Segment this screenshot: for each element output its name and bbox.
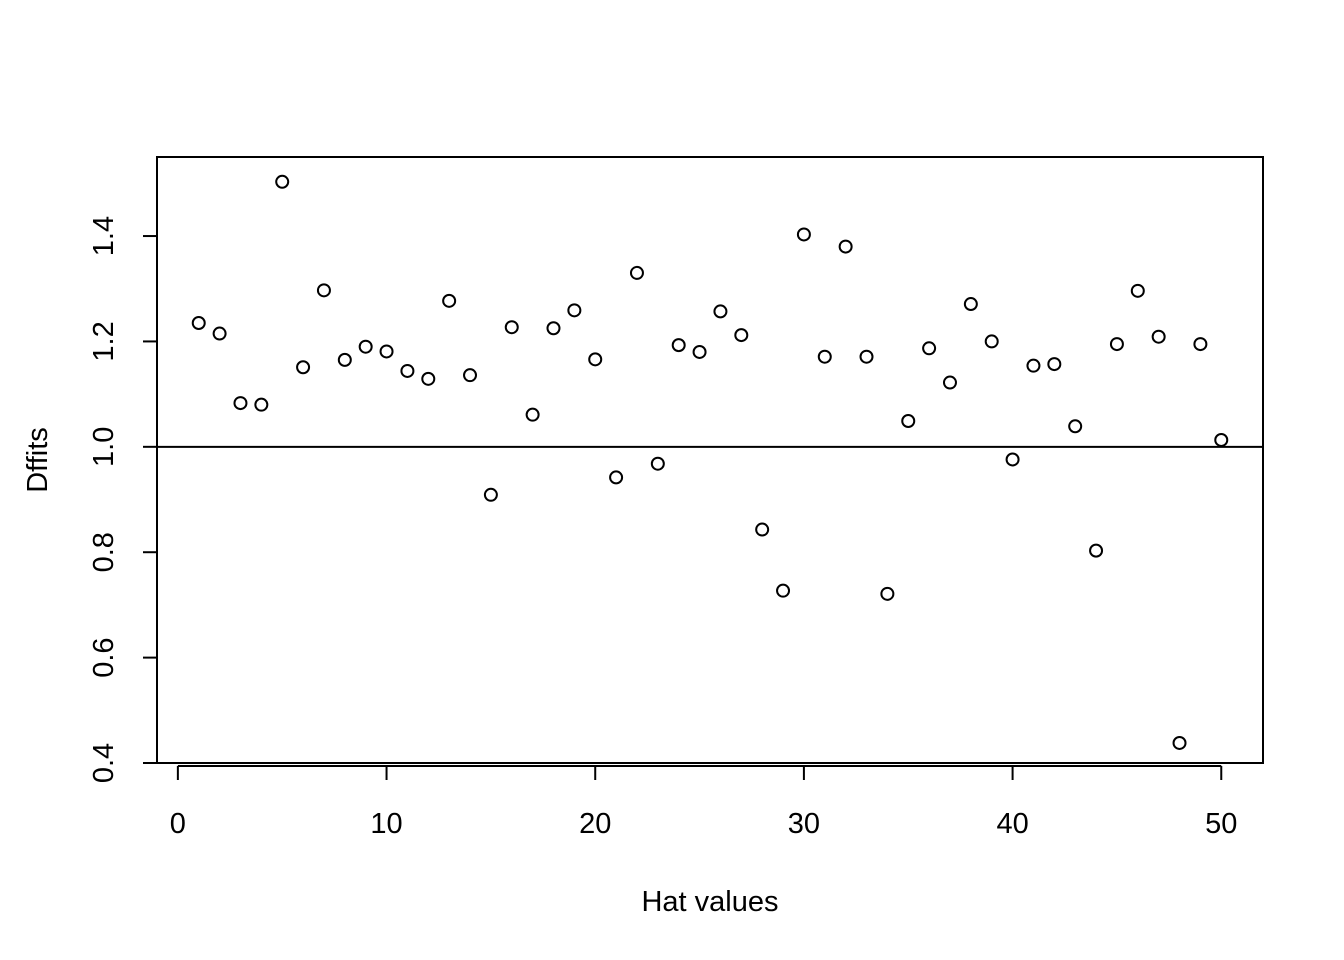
data-point [1151,329,1166,344]
x-axis: 0 10 20 30 40 50 [170,765,1237,840]
data-point [442,293,457,308]
data-point [275,174,290,189]
data-point [1047,357,1062,372]
data-point [337,352,352,367]
data-point [254,397,269,412]
data-point [922,341,937,356]
data-point [963,297,978,312]
data-point [671,338,686,353]
data-point [609,470,624,485]
data-point [1214,432,1229,447]
plot-frame [156,156,1264,764]
data-point [567,303,582,318]
y-tick-label: 1.2 [88,321,120,361]
data-point [1193,337,1208,352]
x-tick-label: 10 [370,808,402,840]
data-point [546,321,561,336]
data-point [796,227,811,242]
data-point [755,522,770,537]
data-point [525,407,540,422]
x-tick-label: 0 [170,808,186,840]
data-point [421,371,436,386]
data-point [880,586,895,601]
y-tick-label: 0.6 [88,637,120,677]
data-point [233,396,248,411]
data-point [588,352,603,367]
data-point [1068,419,1083,434]
data-point [316,283,331,298]
y-tick-label: 0.4 [88,743,120,783]
data-point [629,265,644,280]
x-tick-label: 30 [788,808,820,840]
data-point [358,339,373,354]
data-point [942,375,957,390]
x-axis-title: Hat values [641,886,778,918]
data-point [1130,283,1145,298]
data-point [212,326,227,341]
y-axis-title: Dffits [22,427,54,493]
y-tick-label: 1.0 [88,427,120,467]
data-point [483,487,498,502]
data-point [734,328,749,343]
data-point [1005,452,1020,467]
data-point [504,320,519,335]
data-points [191,174,1229,750]
data-point [296,360,311,375]
y-tick-label: 0.8 [88,532,120,572]
data-point [1109,337,1124,352]
data-point [901,414,916,429]
data-point [1026,358,1041,373]
data-point [1172,735,1187,750]
y-axis: 0.4 0.6 0.8 1.0 1.2 1.4 [88,216,158,783]
x-tick-label: 40 [996,808,1028,840]
x-tick-label: 50 [1205,808,1237,840]
data-point [191,315,206,330]
data-point [400,363,415,378]
y-tick-label: 1.4 [88,216,120,256]
data-point [859,349,874,364]
data-point [838,239,853,254]
data-point [713,304,728,319]
data-point [776,583,791,598]
data-point [817,349,832,364]
data-point [692,344,707,359]
data-point [1089,543,1104,558]
data-point [650,456,665,471]
x-tick-label: 20 [579,808,611,840]
data-point [463,368,478,383]
data-point [379,344,394,359]
data-point [984,334,999,349]
